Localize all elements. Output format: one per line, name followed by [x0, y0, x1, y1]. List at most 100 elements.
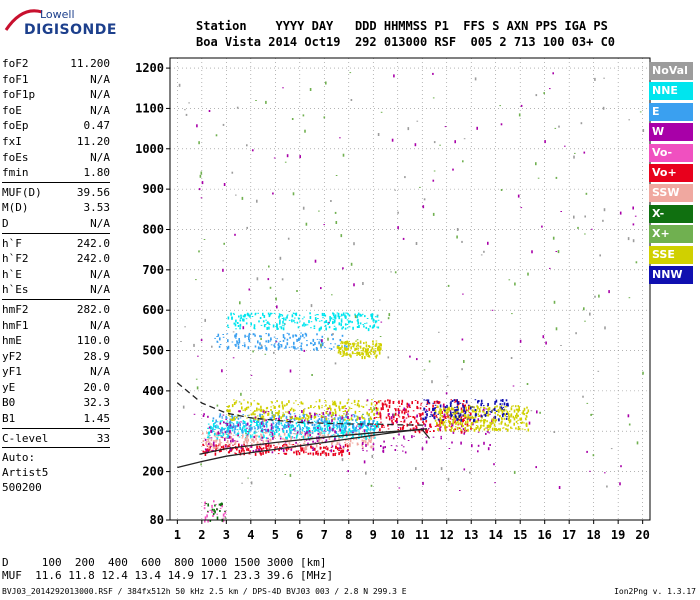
echo-point-nne — [362, 423, 364, 427]
echo-point-nne — [325, 327, 327, 331]
echo-point-e — [259, 347, 262, 350]
echo-point-sse — [468, 425, 471, 427]
echo-point-ssw — [333, 434, 336, 436]
echo-point-e — [332, 338, 334, 341]
echo-point-e — [319, 427, 322, 431]
echo-point-nne — [243, 318, 245, 322]
echo-point-w — [342, 267, 344, 270]
echo-point-nnw — [449, 404, 452, 407]
echo-point-w — [240, 448, 243, 449]
echo-point-x — [334, 211, 337, 214]
echo-point-sse — [332, 403, 334, 406]
echo-point-w — [632, 206, 634, 210]
echo-point-w — [279, 437, 282, 440]
echo-point-nne — [372, 319, 375, 322]
divider — [2, 181, 110, 183]
echo-point-sse — [314, 416, 317, 418]
echo-point-e — [242, 345, 244, 347]
echo-point-noval — [594, 77, 596, 81]
echo-point-e — [273, 344, 275, 347]
echo-point-sse — [439, 408, 441, 412]
echo-point-sse — [336, 345, 339, 349]
echo-point-nnw — [432, 402, 435, 404]
echo-point-nnw — [494, 402, 496, 405]
echo-point-vo — [222, 445, 225, 449]
echo-point-nne — [274, 427, 277, 429]
echo-point-ssw — [243, 443, 245, 445]
echo-point-nne — [327, 424, 329, 426]
echo-point-nne — [262, 312, 264, 316]
echo-point-x — [320, 343, 322, 347]
echo-point-e — [311, 430, 314, 434]
echo-point-nne — [328, 322, 330, 324]
echo-point-noval — [558, 125, 560, 128]
echo-point-vo — [394, 412, 397, 416]
echo-point-sse — [464, 421, 467, 424]
echo-point-nne — [313, 420, 316, 422]
param-value: 11.200 — [70, 57, 110, 70]
echo-point-sse — [297, 417, 299, 420]
echo-point-w — [531, 250, 533, 254]
echo-point-vo — [282, 444, 284, 447]
echo-point-noval — [480, 254, 483, 256]
echo-point-nne — [266, 421, 269, 423]
echo-point-x — [207, 505, 210, 507]
echo-point-vo — [293, 451, 295, 454]
echo-point-nnw — [456, 406, 458, 409]
echo-point-nne — [238, 315, 240, 318]
param-row: yF1 N/A — [2, 364, 110, 380]
echo-point-ssw — [230, 432, 232, 435]
echo-point-nne — [235, 319, 237, 323]
echo-point-ssw — [246, 441, 249, 444]
echo-point-nne — [240, 314, 242, 317]
echo-point-vo — [418, 413, 421, 415]
echo-point-vo — [462, 415, 464, 417]
echo-point-ssw — [289, 446, 291, 450]
echo-point-sse — [448, 408, 451, 412]
echo-point-w — [295, 441, 297, 444]
echo-point-nne — [314, 317, 317, 321]
echo-point-vo — [415, 419, 418, 423]
echo-point-e — [222, 334, 224, 335]
echo-point-vo — [436, 423, 438, 427]
echo-point-ssw — [251, 438, 253, 440]
echo-point-vo — [433, 430, 435, 432]
echo-point-nnw — [463, 409, 465, 412]
echo-point-e — [337, 417, 339, 421]
echo-point-sse — [348, 343, 351, 344]
echo-point-w — [339, 428, 341, 432]
echo-point-w — [339, 444, 342, 446]
echo-point-sse — [526, 406, 528, 409]
echo-point-w — [451, 423, 453, 426]
echo-point-vo — [274, 446, 276, 449]
echo-point-nne — [372, 325, 375, 329]
echo-point-e — [350, 430, 353, 432]
echo-point-ssw — [212, 445, 215, 449]
echo-point-vo — [236, 448, 238, 451]
echo-point-vo — [402, 421, 405, 423]
echo-point-sse — [502, 427, 504, 429]
echo-point-nne — [310, 321, 313, 323]
echo-point-vo — [457, 424, 459, 426]
echo-point-w — [229, 449, 232, 452]
echo-point-e — [211, 428, 214, 431]
echo-point-w — [519, 339, 522, 343]
echo-point-sse — [250, 402, 252, 406]
echo-point-noval — [273, 351, 275, 354]
echo-point-vo — [215, 448, 217, 451]
echo-point-noval — [602, 219, 604, 222]
echo-point-sse — [263, 418, 266, 422]
echo-point-e — [244, 334, 246, 338]
echo-point-sse — [367, 354, 370, 356]
echo-point-w — [491, 309, 494, 311]
echo-point-x — [323, 116, 326, 119]
y-tick-label: 500 — [142, 344, 164, 358]
echo-point-sse — [234, 401, 236, 403]
echo-point-nne — [226, 420, 228, 422]
echo-point-nne — [218, 434, 221, 436]
echo-point-e — [270, 344, 273, 346]
echo-point-w — [233, 440, 236, 442]
echo-point-e — [244, 344, 246, 348]
echo-point-sse — [346, 340, 348, 344]
param-label: foEp — [2, 119, 29, 133]
